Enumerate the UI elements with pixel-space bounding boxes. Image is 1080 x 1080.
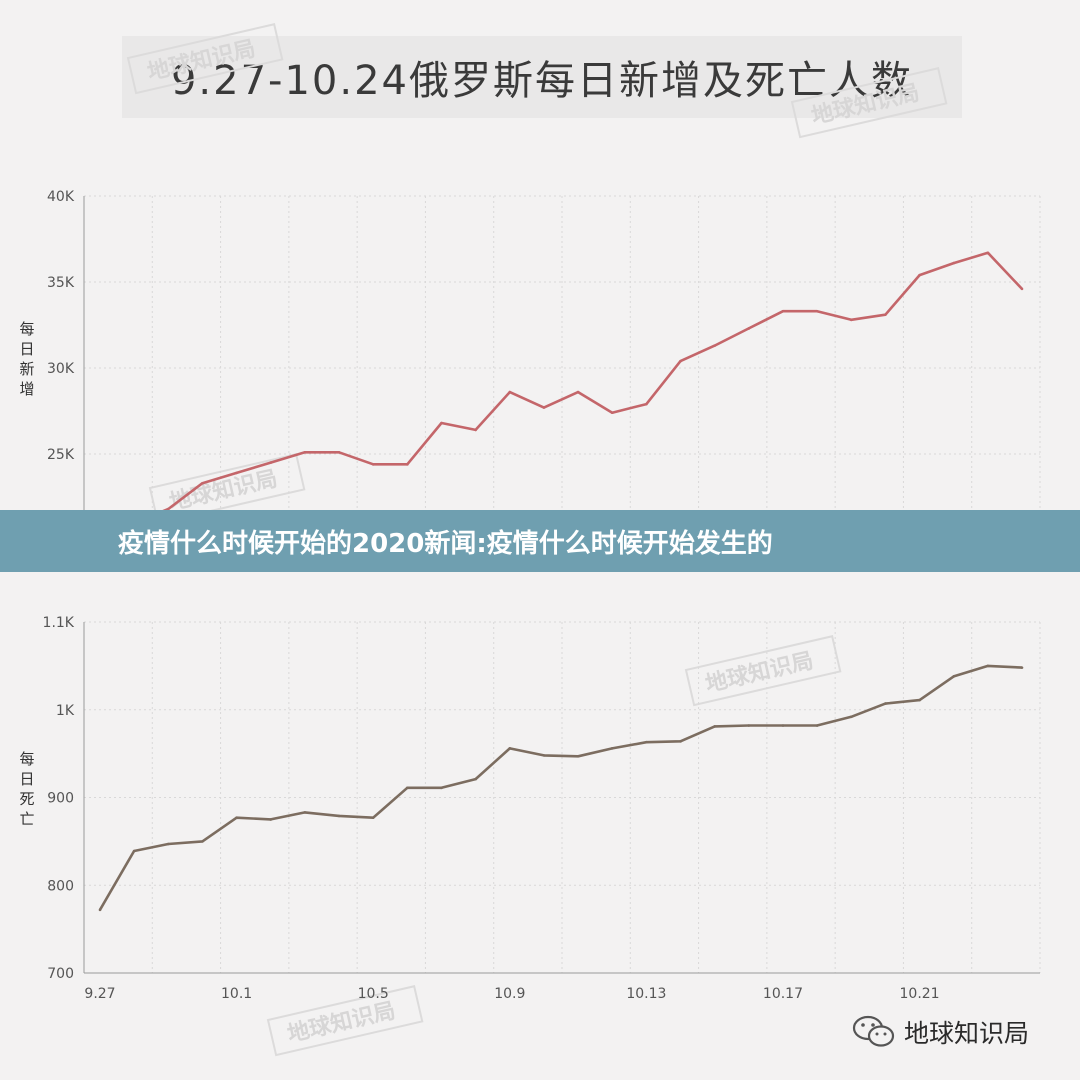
data-point	[201, 840, 204, 843]
data-point	[235, 816, 238, 819]
data-point	[576, 390, 580, 394]
data-point	[679, 740, 682, 743]
data-point	[576, 754, 580, 758]
brand: 地球知识局	[852, 1012, 1029, 1052]
brand-name: 地球知识局	[904, 1019, 1030, 1048]
data-point	[645, 740, 648, 744]
y-tick-label: 40K	[47, 189, 75, 205]
data-point	[269, 818, 273, 821]
data-point	[303, 450, 307, 454]
data-point	[781, 724, 785, 727]
y-tick-label: 35K	[47, 275, 75, 291]
y-tick-label: 700	[47, 966, 74, 982]
y-tick-label: 800	[47, 878, 74, 894]
series-line	[99, 251, 1023, 525]
data-point	[747, 724, 751, 727]
data-point	[610, 747, 614, 750]
x-tick-label: 10.21	[900, 986, 940, 1002]
data-point	[918, 698, 921, 702]
data-point	[508, 390, 512, 394]
data-point	[371, 463, 375, 466]
data-point	[1020, 666, 1024, 669]
data-point	[713, 344, 716, 347]
data-point	[884, 313, 887, 316]
data-point	[508, 747, 512, 750]
x-tick-label: 10.13	[626, 986, 666, 1002]
data-point	[986, 251, 990, 255]
data-point	[542, 754, 546, 757]
data-point	[747, 327, 751, 330]
x-tick-label: 10.17	[763, 986, 803, 1002]
data-point	[201, 481, 204, 485]
data-point	[849, 318, 853, 322]
y-tick-label: 25K	[47, 447, 75, 463]
data-point	[986, 664, 990, 668]
overlay-title: 疫情什么时候开始的2020新闻:疫情什么时候开始发生的	[118, 528, 773, 559]
data-point	[952, 675, 956, 678]
chart-title: 9.27-10.24俄罗斯每日新增及死亡人数	[122, 36, 962, 118]
data-point	[474, 777, 477, 781]
wechat-icon	[852, 1015, 895, 1047]
data-point	[132, 849, 136, 853]
y-tick-label: 1K	[56, 703, 75, 719]
data-point	[884, 702, 887, 705]
data-point	[166, 842, 170, 846]
x-tick-label: 9.27	[84, 986, 115, 1002]
data-point	[610, 411, 614, 415]
data-point	[440, 421, 443, 425]
data-point	[98, 908, 102, 912]
x-tick-label: 10.1	[221, 986, 252, 1002]
series-line	[98, 664, 1023, 911]
data-point	[918, 273, 921, 277]
y-tick-label: 1.1K	[43, 615, 75, 631]
data-point	[679, 359, 682, 363]
x-tick-label: 10.5	[358, 986, 389, 1002]
data-point	[269, 461, 273, 464]
y-tick-label: 30K	[47, 361, 75, 377]
data-point	[235, 471, 238, 475]
data-point	[542, 406, 546, 409]
deaths-chart: 700 800 900 1K 1.1K 每日死亡 9.27 10.1 10.5 10.9 10.13…	[19, 615, 1041, 1002]
overlay-banner: 疫情什么时候开始的2020新闻:疫情什么时候开始发生的	[0, 510, 1080, 572]
data-point	[645, 402, 648, 406]
data-point	[1020, 287, 1024, 291]
data-point	[440, 786, 443, 790]
data-point	[952, 261, 956, 265]
x-tick-label: 10.9	[494, 986, 525, 1002]
data-point	[406, 786, 409, 790]
data-point	[815, 724, 819, 727]
data-point	[849, 715, 853, 719]
data-point	[337, 450, 341, 454]
data-point	[815, 309, 819, 313]
data-point	[781, 309, 785, 313]
y-axis-label: 每日死亡	[19, 750, 34, 828]
y-tick-label: 900	[47, 791, 74, 807]
data-point	[406, 463, 409, 466]
data-point	[166, 507, 170, 511]
data-point	[474, 428, 477, 432]
data-point	[303, 811, 307, 814]
data-point	[371, 816, 375, 819]
data-point	[337, 814, 341, 818]
data-point	[713, 725, 716, 728]
y-axis-label: 每日新增	[19, 320, 34, 398]
